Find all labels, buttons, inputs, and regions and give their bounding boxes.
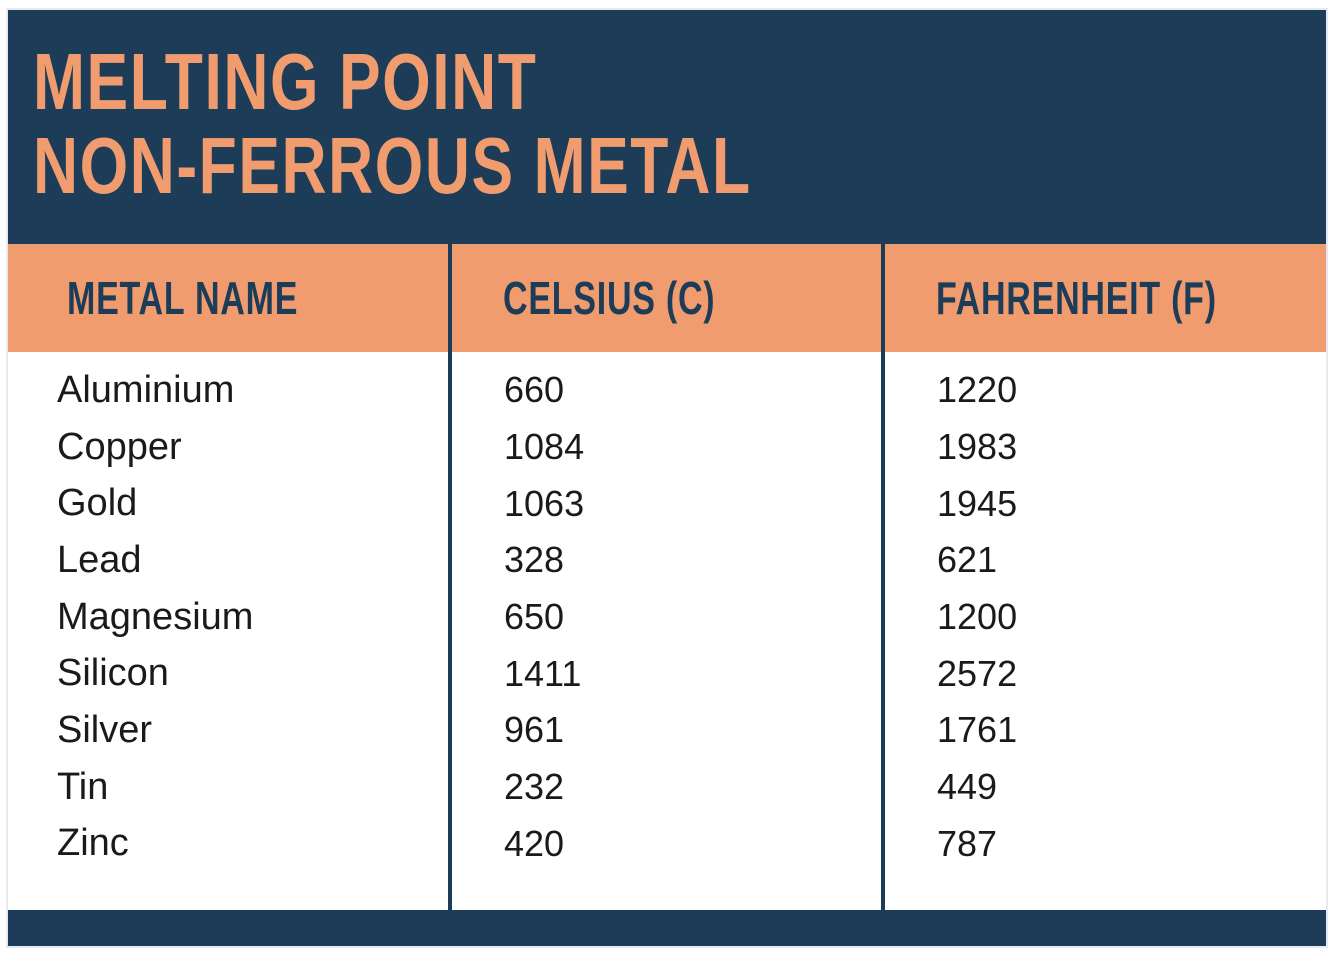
celsius-value-cell: 1411 (504, 652, 582, 694)
metal-name-cell: Silicon (57, 652, 169, 695)
footer-bar-segment (8, 910, 448, 946)
column-header-label: CELSIUS (C) (503, 272, 716, 324)
celsius-value-cell: 1084 (504, 426, 585, 468)
melting-point-table: METAL NAME CELSIUS (C) FAHRENHEIT (F) Al… (8, 244, 1326, 946)
celsius-value-cell: 650 (504, 596, 565, 638)
footer-bar-segment (885, 910, 1326, 946)
fahrenheit-value-cell: 1200 (937, 596, 1018, 638)
celsius-value-cell: 961 (504, 709, 565, 751)
title-banner: MELTING POINT NON-FERROUS METAL (8, 10, 1326, 244)
fahrenheit-value-cell: 1761 (937, 709, 1018, 751)
celsius-value-cell: 660 (504, 369, 565, 411)
page-title-line-2: NON-FERROUS METAL (33, 121, 752, 210)
fahrenheit-value-cell: 1983 (937, 426, 1018, 468)
column-header-celsius: CELSIUS (C) (452, 244, 881, 352)
celsius-value-cell: 328 (504, 539, 565, 581)
metal-name-cell: Copper (57, 425, 182, 468)
fahrenheit-value-cell: 449 (937, 766, 998, 808)
fahrenheit-value-cell: 2572 (937, 652, 1018, 694)
metal-name-cell: Zinc (57, 822, 129, 865)
fahrenheit-value-cell: 1945 (937, 482, 1018, 524)
fahrenheit-column: 1220 1983 1945 621 1200 2572 1761 449 78… (885, 352, 1326, 910)
metal-name-cell: Tin (57, 765, 109, 808)
metal-name-cell: Gold (57, 482, 138, 525)
metal-name-cell: Aluminium (57, 368, 235, 411)
column-header-label: METAL NAME (67, 272, 299, 324)
melting-point-card: MELTING POINT NON-FERROUS METAL METAL NA… (8, 10, 1326, 946)
metal-name-cell: Magnesium (57, 595, 254, 638)
fahrenheit-value-cell: 1220 (937, 369, 1018, 411)
metal-name-cell: Silver (57, 708, 153, 751)
celsius-value-cell: 420 (504, 822, 565, 864)
celsius-value-cell: 232 (504, 766, 565, 808)
celsius-column: 660 1084 1063 328 650 1411 961 232 420 (452, 352, 881, 910)
celsius-value-cell: 1063 (504, 482, 585, 524)
page-title-line-1: MELTING POINT (33, 37, 538, 126)
metal-name-cell: Lead (57, 538, 142, 581)
metal-name-column: Aluminium Copper Gold Lead Magnesium Sil… (8, 352, 448, 910)
column-header-label: FAHRENHEIT (F) (936, 272, 1217, 324)
footer-bar-segment (452, 910, 881, 946)
column-header-fahrenheit: FAHRENHEIT (F) (885, 244, 1326, 352)
fahrenheit-value-cell: 787 (937, 822, 998, 864)
fahrenheit-value-cell: 621 (937, 539, 998, 581)
column-header-metal-name: METAL NAME (8, 244, 448, 352)
